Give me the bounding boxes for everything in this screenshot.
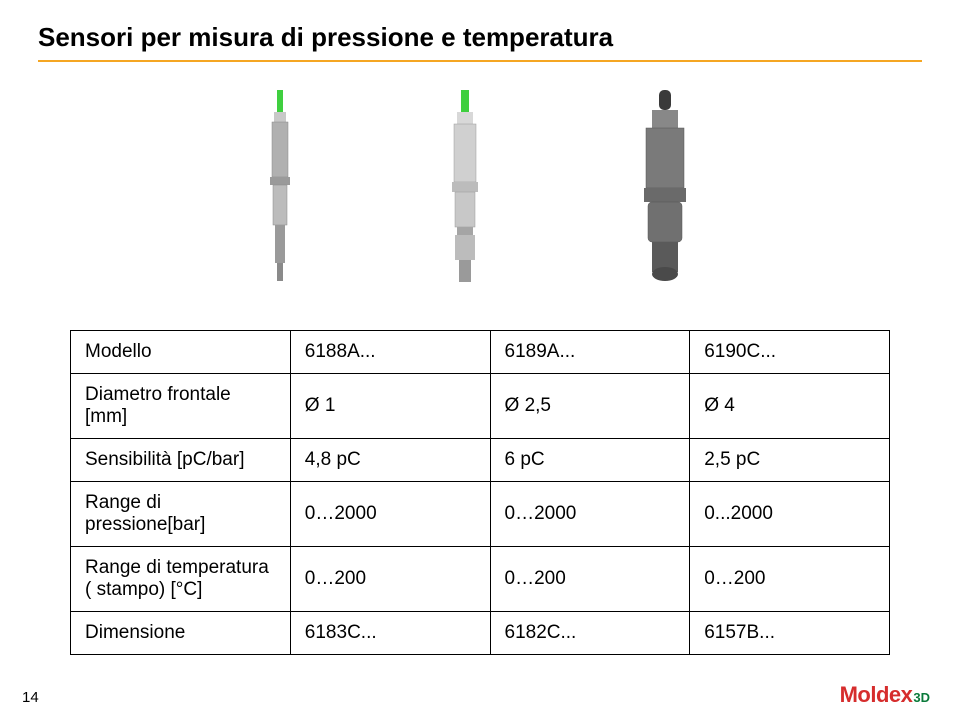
header-label: Modello — [71, 331, 291, 374]
cell: 6157B... — [690, 612, 890, 655]
cell: 6182C... — [490, 612, 690, 655]
page-number: 14 — [22, 689, 39, 706]
cell: 0...2000 — [690, 482, 890, 547]
cell: 0…200 — [490, 547, 690, 612]
cell: Ø 4 — [690, 374, 890, 439]
row-label: Dimensione — [71, 612, 291, 655]
sensor-2-icon — [440, 90, 490, 290]
cell: Ø 2,5 — [490, 374, 690, 439]
cell: 0…2000 — [290, 482, 490, 547]
table-row: Range di temperatura ( stampo) [°C] 0…20… — [71, 547, 890, 612]
header-col-1: 6188A... — [290, 331, 490, 374]
cell: 0…200 — [690, 547, 890, 612]
sensor-images-row — [0, 90, 960, 310]
header-col-2: 6189A... — [490, 331, 690, 374]
sensor-1-icon — [260, 90, 300, 290]
cell: 2,5 pC — [690, 439, 890, 482]
cell: 0…200 — [290, 547, 490, 612]
table-header-row: Modello 6188A... 6189A... 6190C... — [71, 331, 890, 374]
table-row: Sensibilità [pC/bar] 4,8 pC 6 pC 2,5 pC — [71, 439, 890, 482]
logo-sup-text: 3D — [913, 690, 930, 705]
row-label: Range di temperatura ( stampo) [°C] — [71, 547, 291, 612]
logo-main-text: Moldex — [840, 682, 913, 708]
cell: 0…2000 — [490, 482, 690, 547]
cell: 6 pC — [490, 439, 690, 482]
table-row: Range di pressione[bar] 0…2000 0…2000 0.… — [71, 482, 890, 547]
title-underline — [38, 60, 922, 62]
table-row: Dimensione 6183C... 6182C... 6157B... — [71, 612, 890, 655]
row-label: Range di pressione[bar] — [71, 482, 291, 547]
table-row: Diametro frontale [mm] Ø 1 Ø 2,5 Ø 4 — [71, 374, 890, 439]
slide-title: Sensori per misura di pressione e temper… — [38, 22, 613, 53]
cell: Ø 1 — [290, 374, 490, 439]
header-col-3: 6190C... — [690, 331, 890, 374]
row-label: Sensibilità [pC/bar] — [71, 439, 291, 482]
moldex3d-logo: Moldex3D — [840, 682, 930, 708]
sensor-3-icon — [630, 90, 700, 290]
cell: 4,8 pC — [290, 439, 490, 482]
row-label: Diametro frontale [mm] — [71, 374, 291, 439]
specs-table: Modello 6188A... 6189A... 6190C... Diame… — [70, 330, 890, 655]
cell: 6183C... — [290, 612, 490, 655]
